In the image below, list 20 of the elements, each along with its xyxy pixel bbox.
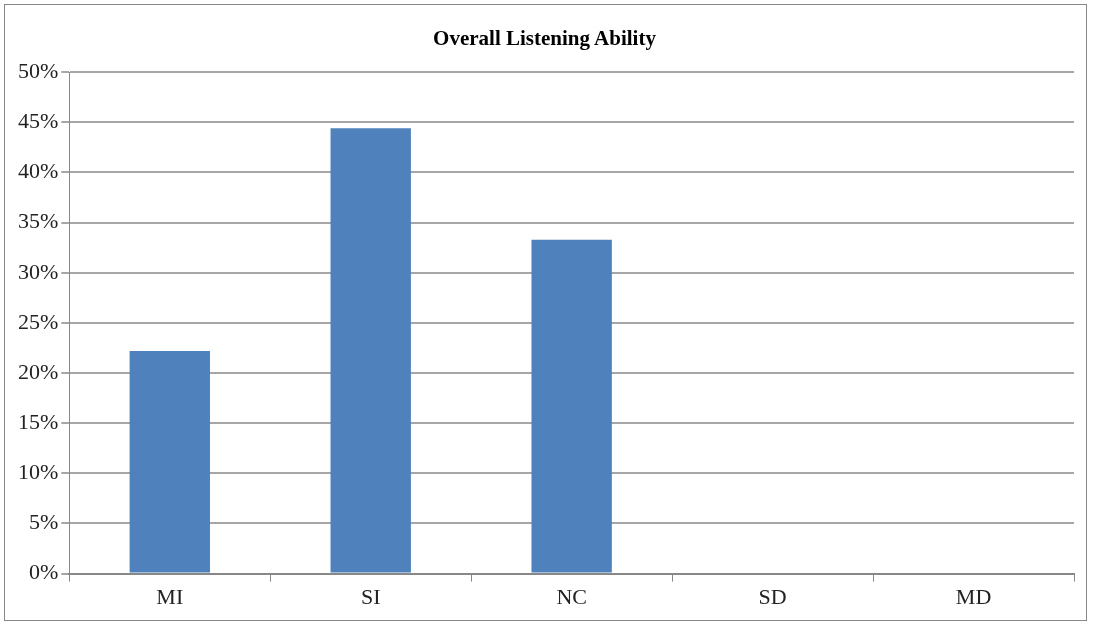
x-tick-label: SI	[360, 583, 381, 609]
y-tick-label: 5%	[29, 509, 59, 535]
x-tick-label: MD	[955, 583, 992, 609]
y-tick-label: 10%	[18, 459, 59, 485]
y-tick-label: 0%	[29, 559, 59, 585]
y-tick-label: 35%	[18, 208, 59, 234]
y-tick-label: 45%	[18, 108, 59, 134]
y-tick-label: 30%	[18, 258, 59, 284]
y-tick-label: 20%	[18, 358, 59, 384]
x-tick-label: MI	[156, 583, 184, 609]
x-tick-label: NC	[556, 583, 587, 609]
bar	[129, 350, 210, 573]
x-tick-label: SD	[758, 583, 787, 609]
y-tick-label: 15%	[18, 408, 59, 434]
y-tick-label: 40%	[18, 158, 59, 184]
y-tick-label: 25%	[18, 308, 59, 334]
chart-title: Overall Listening Ability	[433, 26, 657, 51]
bar	[330, 128, 411, 573]
y-tick-label: 50%	[18, 57, 59, 83]
bar	[531, 239, 612, 573]
